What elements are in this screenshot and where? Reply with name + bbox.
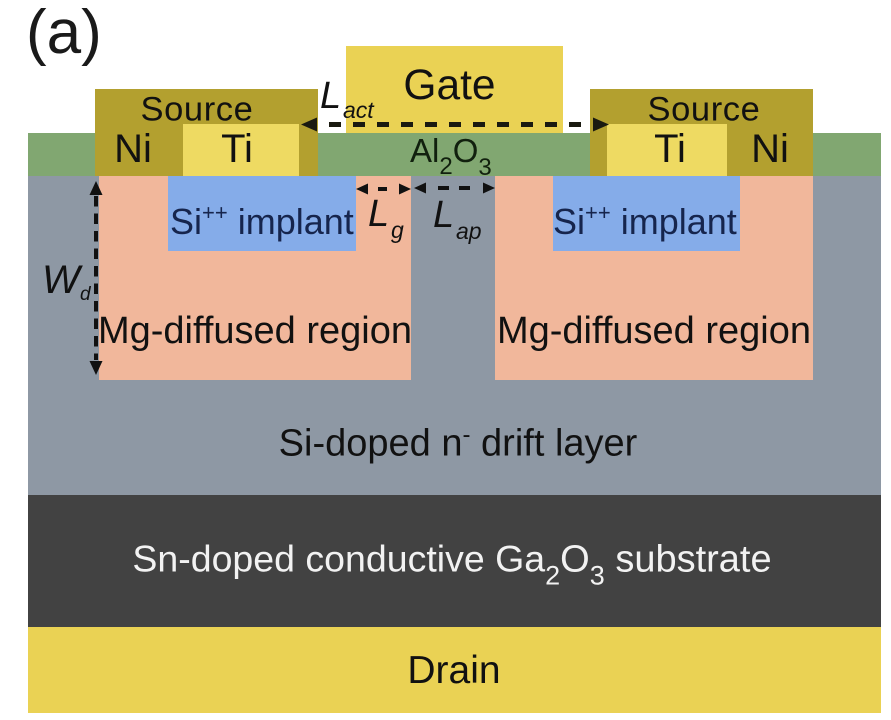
- svg-text:Source: Source: [141, 91, 254, 129]
- svg-text:Si++ implant: Si++ implant: [170, 200, 354, 242]
- svg-text:Mg-diffused region: Mg-diffused region: [98, 310, 412, 352]
- svg-text:Drain: Drain: [407, 649, 500, 692]
- svg-text:(a): (a): [26, 0, 102, 67]
- svg-text:Ni: Ni: [751, 127, 789, 171]
- svg-text:Si-doped n- drift layer: Si-doped n- drift layer: [279, 422, 638, 465]
- svg-text:Mg-diffused region: Mg-diffused region: [497, 310, 811, 352]
- svg-text:ap: ap: [456, 218, 482, 244]
- svg-text:d: d: [80, 284, 92, 305]
- svg-text:Ti: Ti: [221, 127, 253, 171]
- svg-text:L: L: [433, 194, 454, 236]
- svg-text:W: W: [42, 258, 83, 302]
- svg-text:L: L: [368, 193, 389, 235]
- svg-text:g: g: [391, 217, 404, 243]
- svg-text:L: L: [320, 75, 341, 117]
- svg-text:Si++ implant: Si++ implant: [553, 200, 737, 242]
- svg-text:Source: Source: [648, 91, 761, 129]
- svg-text:act: act: [343, 97, 375, 123]
- svg-text:Ti: Ti: [654, 127, 686, 171]
- svg-text:Gate: Gate: [403, 62, 495, 109]
- svg-text:Ni: Ni: [114, 127, 152, 171]
